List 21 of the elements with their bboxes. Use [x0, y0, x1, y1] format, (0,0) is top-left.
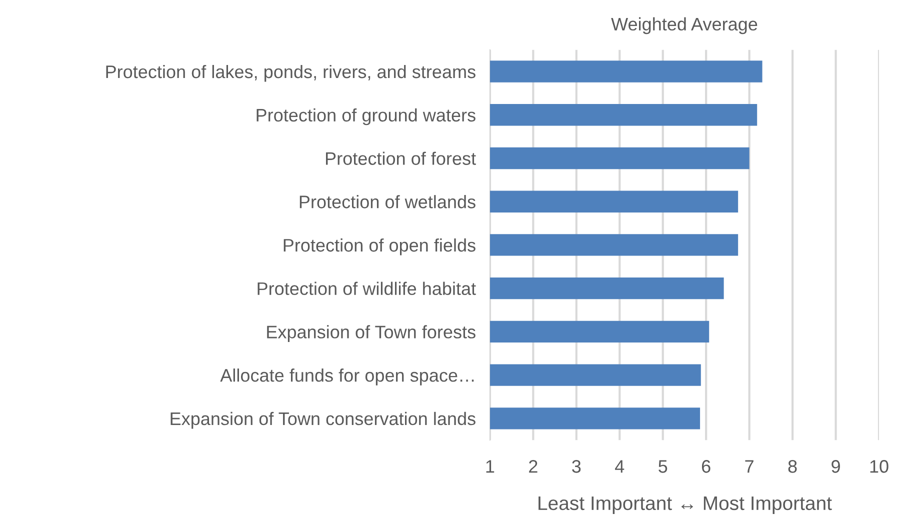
x-tick-label: 3 — [572, 460, 581, 473]
x-tick-label: 6 — [702, 460, 710, 473]
y-tick-label: Expansion of Town forests — [267, 325, 476, 342]
x-tick-label: 5 — [658, 460, 668, 473]
y-tick-label: Protection of wetlands — [300, 195, 476, 208]
x-tick-label: 7 — [745, 460, 754, 473]
x-tick-label: 4 — [615, 460, 624, 473]
x-tick-label: 8 — [788, 460, 797, 473]
x-axis-title: Least Important ↔ Most Important — [538, 496, 832, 514]
chart-title: Weighted Average — [611, 17, 758, 34]
y-tick-label: Protection of wildlife habitat — [258, 282, 476, 296]
y-tick-label: Protection of ground waters — [256, 108, 476, 126]
y-tick-label: Protection of forest — [326, 152, 476, 165]
x-tick-label: 10 — [870, 460, 888, 473]
y-tick-label: Protection of lakes, ponds, rivers, and streams — [106, 64, 476, 82]
y-tick-label: Allocate funds for open space… — [220, 368, 474, 386]
x-tick-label: 9 — [832, 460, 840, 473]
x-tick-label: 2 — [529, 460, 538, 473]
x-tick-label: 1 — [486, 460, 494, 473]
y-tick-label: Protection of open fields — [284, 238, 476, 256]
y-tick-label: Expansion of Town conservation lands — [170, 412, 476, 429]
